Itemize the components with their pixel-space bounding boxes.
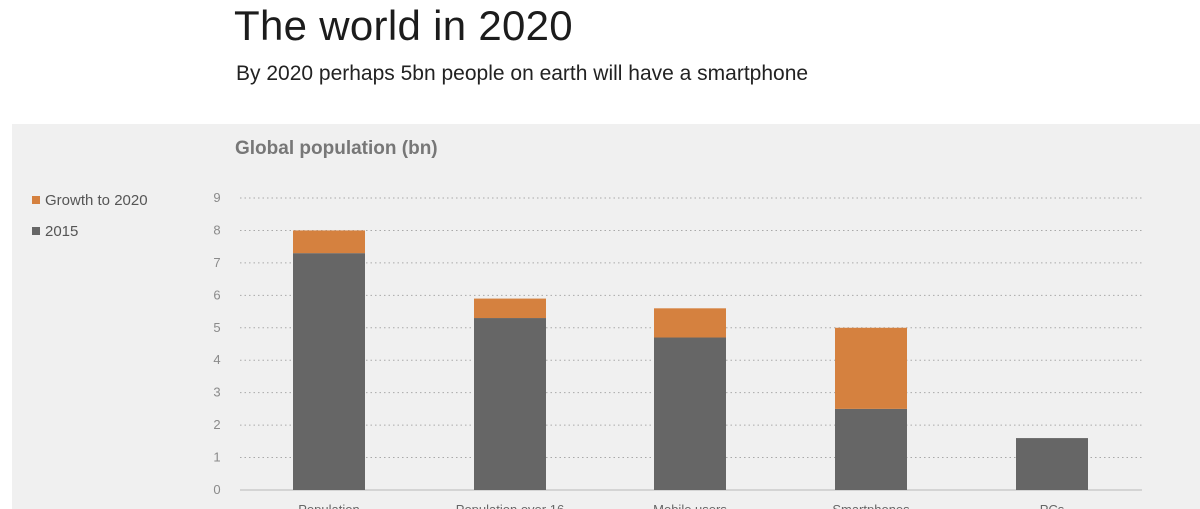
y-tick-label: 4 [213, 352, 220, 367]
category-label: Mobile users [653, 502, 727, 509]
bar-growth-2020 [835, 327, 907, 409]
bar-growth-2020 [654, 308, 726, 338]
legend-swatch-growth [32, 196, 40, 204]
bar-2015 [293, 253, 365, 490]
bar-2015 [1016, 438, 1088, 490]
bar-2015 [835, 408, 907, 490]
legend-item-growth: Growth to 2020 [32, 190, 148, 210]
category-label: PCs [1040, 502, 1065, 509]
chart-legend: Growth to 2020 2015 [32, 190, 148, 252]
category-label: Smartphones [832, 502, 910, 509]
y-tick-label: 7 [213, 255, 220, 270]
y-tick-label: 2 [213, 417, 220, 432]
page-subtitle: By 2020 perhaps 5bn people on earth will… [236, 62, 809, 85]
header: The world in 2020 By 2020 perhaps 5bn pe… [0, 0, 1200, 124]
chart-panel [12, 124, 1200, 509]
y-tick-label: 8 [213, 222, 220, 237]
y-tick-label: 3 [213, 385, 220, 400]
bar-growth-2020 [293, 230, 365, 254]
legend-item-2015: 2015 [32, 221, 148, 241]
legend-label-2015: 2015 [45, 222, 79, 240]
y-tick-label: 0 [213, 482, 220, 497]
legend-label-growth: Growth to 2020 [45, 191, 148, 209]
y-tick-label: 5 [213, 320, 220, 335]
y-tick-label: 1 [213, 450, 220, 465]
bar-2015 [654, 337, 726, 490]
y-tick-label: 6 [213, 287, 220, 302]
page-title: The world in 2020 [234, 2, 573, 49]
legend-swatch-2015 [32, 227, 40, 235]
category-label: Population over 16 [456, 502, 564, 509]
category-label: Population [298, 502, 359, 509]
bar-growth-2020 [474, 298, 546, 319]
bar-2015 [474, 318, 546, 490]
chart-title: Global population (bn) [235, 138, 438, 159]
y-tick-label: 9 [213, 190, 220, 205]
